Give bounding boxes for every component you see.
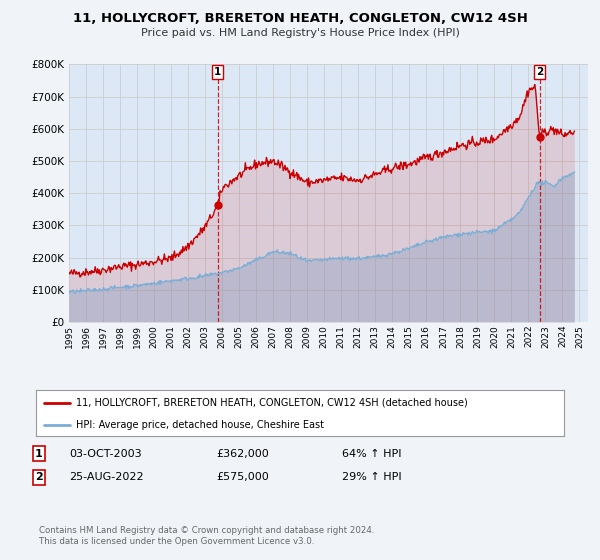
Text: 2: 2 — [35, 472, 43, 482]
Text: £575,000: £575,000 — [216, 472, 269, 482]
Text: 11, HOLLYCROFT, BRERETON HEATH, CONGLETON, CW12 4SH (detached house): 11, HOLLYCROFT, BRERETON HEATH, CONGLETO… — [76, 398, 467, 408]
Text: 1: 1 — [214, 67, 221, 77]
Text: 11, HOLLYCROFT, BRERETON HEATH, CONGLETON, CW12 4SH: 11, HOLLYCROFT, BRERETON HEATH, CONGLETO… — [73, 12, 527, 25]
Text: Contains HM Land Registry data © Crown copyright and database right 2024.
This d: Contains HM Land Registry data © Crown c… — [39, 526, 374, 546]
Text: £362,000: £362,000 — [216, 449, 269, 459]
Text: 64% ↑ HPI: 64% ↑ HPI — [342, 449, 401, 459]
Text: 29% ↑ HPI: 29% ↑ HPI — [342, 472, 401, 482]
Text: Price paid vs. HM Land Registry's House Price Index (HPI): Price paid vs. HM Land Registry's House … — [140, 28, 460, 38]
Text: HPI: Average price, detached house, Cheshire East: HPI: Average price, detached house, Ches… — [76, 419, 323, 430]
Text: 1: 1 — [35, 449, 43, 459]
Text: 25-AUG-2022: 25-AUG-2022 — [69, 472, 143, 482]
Text: 2: 2 — [536, 67, 543, 77]
Text: 03-OCT-2003: 03-OCT-2003 — [69, 449, 142, 459]
